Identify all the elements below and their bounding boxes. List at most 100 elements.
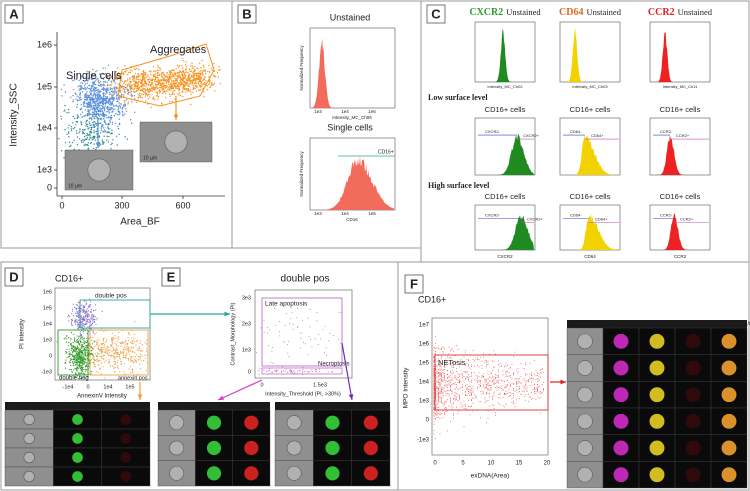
scatter-dot [490, 389, 492, 391]
scatter-dot [127, 337, 129, 339]
scatter-dot [123, 81, 126, 84]
scatter-dot [168, 76, 170, 78]
scatter-dot [74, 376, 77, 378]
scatter-dot [111, 337, 113, 339]
cell [613, 387, 629, 403]
scatter-dot [496, 382, 498, 384]
scatter-dot [451, 384, 453, 386]
scatter-dot [129, 91, 132, 93]
scatter-dot [462, 372, 463, 374]
scatter-dot [76, 95, 78, 97]
cell [649, 387, 665, 403]
scatter-dot [83, 323, 85, 325]
scatter-dot [75, 303, 77, 306]
scatter-dot [74, 117, 76, 120]
scatter-dot [169, 71, 171, 74]
scatter-dot [526, 380, 528, 382]
scatter-dot [76, 106, 78, 108]
scatter-dot [471, 390, 472, 392]
gate-label: CXCR2+ [527, 217, 544, 222]
scatter-dot [150, 83, 153, 85]
scatter-dot [87, 147, 90, 149]
scatter-dot [465, 385, 466, 387]
scatter-dot [78, 307, 80, 309]
scatter-dot [460, 387, 462, 389]
scatter-dot [130, 366, 132, 368]
scatter-dot [152, 88, 154, 91]
scatter-dot [457, 349, 459, 351]
scatter-dot [86, 369, 88, 371]
scatter-dot [81, 91, 84, 93]
scatter-dot [505, 373, 507, 375]
scatter-dot [192, 82, 194, 84]
scatter-dot [478, 380, 480, 382]
scatter-dot [96, 99, 98, 102]
scatter-dot [74, 341, 76, 343]
scatter-dot [67, 314, 69, 316]
scatter-dot [74, 321, 76, 324]
scatter-dot [435, 353, 436, 355]
scatter-dot [144, 90, 147, 92]
scatter-dot [106, 81, 108, 84]
scatter-dot [324, 325, 326, 327]
scatter-dot [103, 141, 105, 144]
scatter-dot [92, 112, 95, 114]
scatter-dot [70, 129, 73, 132]
scatter-dot [180, 73, 182, 76]
scatter-dot [523, 379, 525, 381]
scatter-dot [190, 93, 192, 96]
scatter-dot [111, 123, 114, 125]
scatter-dot [124, 344, 126, 347]
scatter-dot [471, 364, 472, 366]
scatter-dot [529, 385, 531, 386]
scatter-dot [477, 359, 478, 360]
scatter-dot [101, 139, 104, 141]
scatter-dot [86, 349, 88, 351]
scatter-dot [97, 345, 99, 347]
scatter-dot [192, 72, 195, 74]
scatter-dot [132, 342, 134, 344]
scatter-dot [137, 87, 140, 90]
scatter-dot [68, 337, 70, 339]
scatter-dot [144, 94, 147, 96]
scatter-dot [138, 96, 140, 99]
cell [649, 333, 665, 349]
scatter-dot [457, 400, 459, 402]
scatter-dot [441, 366, 442, 368]
scatter-dot [107, 110, 109, 113]
scatter-dot [156, 91, 158, 94]
scatter-dot [101, 351, 103, 353]
scatter-dot [83, 360, 85, 363]
scatter-dot [447, 356, 448, 358]
scatter-dot [77, 99, 79, 101]
scatter-dot [537, 383, 538, 385]
scatter-dot [259, 368, 261, 369]
scatter-dot [106, 108, 109, 110]
scatter-dot [80, 347, 82, 349]
y-tick-label: 0 [47, 182, 52, 192]
scatter-dot [76, 339, 78, 342]
scatter-dot [118, 105, 121, 107]
scatter-dot [127, 351, 129, 353]
scatter-dot [99, 110, 101, 113]
scatter-dot [535, 379, 537, 380]
scatter-dot [309, 371, 311, 372]
scatter-dot [150, 80, 152, 82]
scatter-dot [204, 76, 206, 78]
scatter-dot [106, 345, 108, 347]
scatter-dot [114, 357, 116, 359]
scatter-dot [97, 108, 99, 111]
scatter-dot [456, 398, 457, 400]
scatter-dot [83, 350, 85, 352]
scatter-dot [468, 391, 469, 392]
scatter-dot [109, 116, 111, 119]
scatter-dot [102, 130, 104, 133]
scatter-dot [94, 137, 96, 139]
scatter-dot [137, 73, 139, 75]
scatter-dot [97, 90, 99, 93]
scatter-dot [332, 335, 334, 337]
scatter-dot [118, 123, 121, 126]
strip-header-bar [5, 402, 150, 410]
scatter-dot [96, 104, 99, 107]
scatter-dot [444, 390, 445, 392]
